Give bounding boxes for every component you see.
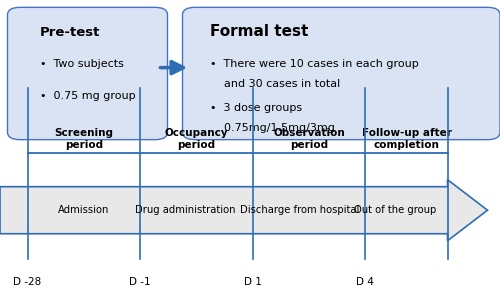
Text: 0.75mg/1.5mg/3mg: 0.75mg/1.5mg/3mg	[210, 123, 335, 133]
Polygon shape	[0, 180, 488, 241]
Text: Screening
period: Screening period	[54, 128, 114, 150]
Text: •  0.75 mg group: • 0.75 mg group	[40, 91, 136, 101]
Text: •  There were 10 cases in each group: • There were 10 cases in each group	[210, 59, 419, 69]
Text: D -28: D -28	[14, 277, 42, 287]
Text: D -1: D -1	[129, 277, 151, 287]
Text: Out of the group: Out of the group	[354, 205, 436, 215]
Text: and 30 cases in total: and 30 cases in total	[210, 79, 340, 89]
Text: •  3 dose groups: • 3 dose groups	[210, 103, 302, 113]
Text: Admission: Admission	[58, 205, 110, 215]
FancyBboxPatch shape	[182, 7, 500, 140]
Text: Observation
period: Observation period	[273, 128, 345, 150]
Text: D 1: D 1	[244, 277, 262, 287]
Text: Pre-test: Pre-test	[40, 26, 100, 39]
Text: Drug administration: Drug administration	[135, 205, 235, 215]
FancyBboxPatch shape	[8, 7, 168, 140]
Text: Formal test: Formal test	[210, 24, 308, 39]
Text: Occupancy
period: Occupancy period	[164, 128, 228, 150]
Text: Follow-up after
completion: Follow-up after completion	[362, 128, 452, 150]
Text: •  Two subjects: • Two subjects	[40, 59, 124, 69]
Text: Discharge from hospital: Discharge from hospital	[240, 205, 360, 215]
Text: D 4: D 4	[356, 277, 374, 287]
